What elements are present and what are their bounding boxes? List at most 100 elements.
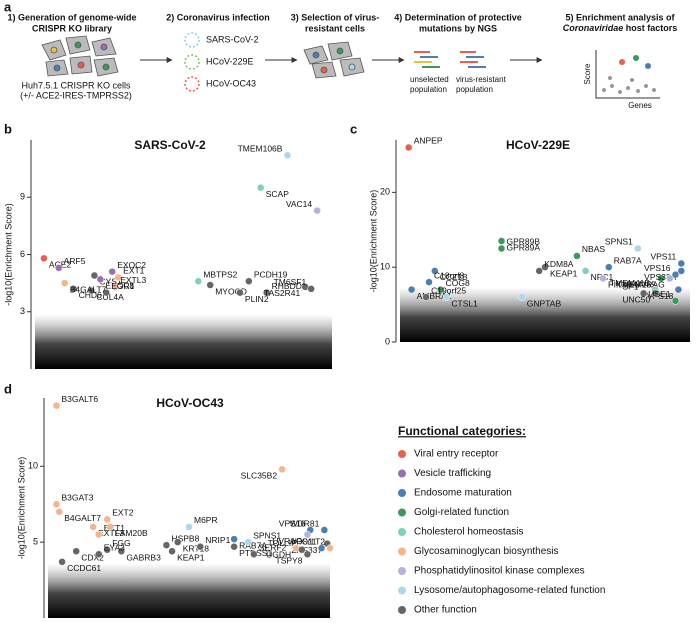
point-label: EXT1: [104, 523, 126, 533]
point-label: FAM20B: [115, 528, 148, 538]
point: [90, 271, 99, 280]
legend-label: Lysosome/autophagosome-related function: [414, 585, 605, 596]
point: [185, 523, 193, 531]
point-label: ANPEP: [414, 136, 443, 146]
point-label: TSPY8: [276, 556, 303, 566]
point: [256, 183, 265, 192]
legend-swatch: [398, 450, 406, 458]
point: [313, 206, 321, 215]
point-label: TM6SF1: [274, 277, 307, 287]
point-label: EXT1: [123, 266, 145, 276]
point-label: CYS1: [99, 277, 121, 287]
point-label: M6PR: [194, 515, 218, 525]
point: [69, 285, 78, 293]
point: [671, 270, 680, 279]
point-label: EXT2: [112, 508, 134, 518]
point: [425, 278, 433, 286]
y-tick-label: 5: [33, 537, 38, 547]
point: [605, 263, 613, 271]
y-axis-label: -log10(Enrichment Score): [16, 457, 26, 560]
point: [196, 542, 205, 551]
point: [114, 273, 122, 282]
point: [250, 550, 258, 559]
point-label: ARF5: [64, 256, 86, 266]
point: [230, 542, 238, 551]
step-title: 5) Enrichment analysis of: [565, 12, 675, 22]
point-label: UVRAG: [634, 280, 664, 290]
point: [236, 288, 244, 297]
point: [407, 285, 416, 294]
legend-label: Viral entry receptor: [414, 449, 499, 460]
population-label: population: [410, 85, 447, 94]
point: [55, 508, 64, 516]
virus-name: HCoV-229E: [206, 56, 254, 66]
point: [581, 267, 590, 275]
virus-name: SARS-CoV-2: [206, 34, 259, 44]
point: [52, 401, 61, 410]
point: [278, 465, 286, 474]
point-label: ZNF337: [291, 545, 322, 555]
point: [40, 254, 48, 263]
point: [72, 547, 80, 555]
point-label: PCDH19: [254, 269, 288, 279]
point-label: UVRAG: [272, 536, 302, 546]
panel-letter: a: [4, 0, 12, 14]
legend-label: Glycosaminoglycan biosynthesis: [414, 546, 559, 557]
point: [497, 244, 506, 253]
point-label: VPS33A: [644, 272, 676, 282]
point-label: AMBRA1: [417, 291, 452, 301]
point: [320, 526, 329, 534]
y-tick-label: 10: [28, 461, 38, 471]
y-tick-label: 10: [380, 262, 390, 272]
point: [102, 288, 111, 297]
point: [162, 541, 171, 549]
legend-label: Golgi-related function: [414, 507, 509, 518]
point-label: RAB7A: [614, 255, 642, 265]
point-label: SCAP: [266, 189, 289, 199]
point-label: GABRB3: [126, 552, 161, 562]
point-label: FGG: [112, 538, 130, 548]
legend-label: Other function: [414, 605, 477, 616]
point-label: CUL4A: [96, 292, 124, 302]
legend-label: Cholesterol homeostasis: [414, 527, 524, 538]
point-label: C18orf8: [434, 270, 465, 280]
point-label: B4GALT7: [70, 284, 107, 294]
point: [674, 285, 683, 294]
point: [106, 523, 114, 531]
point: [535, 267, 543, 275]
point: [573, 252, 581, 260]
point: [103, 545, 111, 554]
background-density: [35, 314, 332, 369]
point-label: TMEM165: [617, 280, 656, 290]
virus-name: HCoV-OC43: [206, 78, 256, 88]
step-title: 3) Selection of virus-: [291, 12, 380, 22]
point: [245, 277, 253, 285]
point: [634, 244, 642, 253]
point-label: WDR81: [290, 518, 320, 528]
legend-swatch: [398, 606, 406, 614]
point-label: PLIN2: [245, 294, 269, 304]
point-label: KDM8A: [544, 259, 574, 269]
chart-title: HCoV-229E: [506, 138, 570, 152]
point-label: B4GALT7: [64, 513, 101, 523]
step-title: CRISPR KO library: [32, 23, 112, 33]
legend-swatch: [398, 469, 406, 478]
point: [677, 267, 686, 275]
point-label: SPNS1: [253, 530, 281, 540]
point-label: VPS11: [291, 536, 317, 546]
step-title: mutations by NGS: [419, 23, 497, 33]
point-label: NBAS: [582, 244, 605, 254]
point-label: VAC14: [286, 199, 313, 209]
point: [206, 281, 214, 289]
point-label: EXTL3: [120, 275, 146, 285]
point-label: MYOCD: [215, 286, 247, 296]
step-title: resistant cells: [305, 23, 365, 33]
point: [657, 274, 665, 283]
point: [168, 547, 176, 555]
background-density: [48, 563, 330, 618]
legend-swatch: [398, 586, 406, 595]
point-label: USE1: [648, 289, 670, 299]
point-label: CCDC61: [67, 563, 101, 573]
point: [442, 293, 451, 301]
point-label: CHD6: [79, 290, 102, 300]
